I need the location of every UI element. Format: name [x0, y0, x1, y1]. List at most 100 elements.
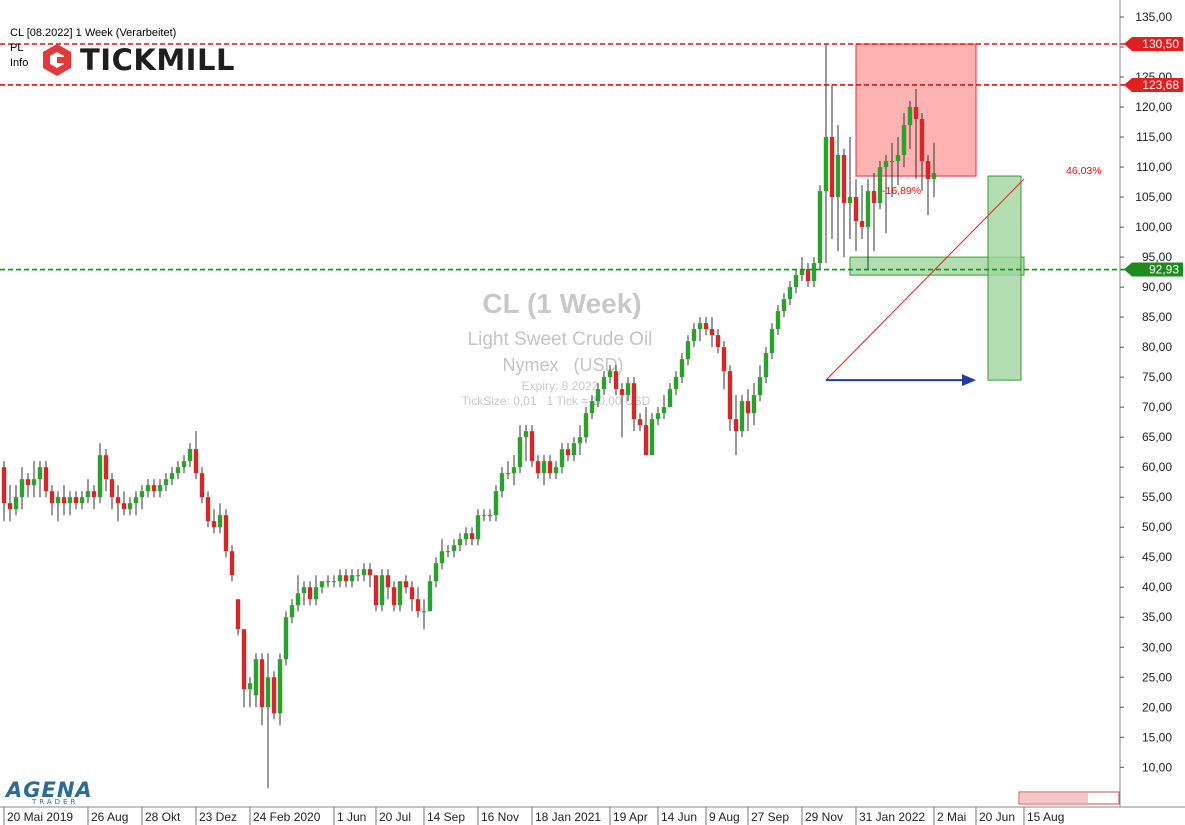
candle-body [181, 461, 187, 468]
x-tick-label: 15 Aug [1027, 810, 1064, 824]
x-tick-label: 23 Dez [199, 810, 237, 824]
candle-body [595, 389, 601, 402]
candle-body [205, 497, 211, 522]
candle-body [7, 503, 13, 510]
y-tick-label: 90,00 [1142, 280, 1172, 294]
x-tick-label: 20 Jul [379, 810, 411, 824]
candle-body [433, 563, 439, 582]
candle-body [517, 437, 523, 468]
candle-body [187, 449, 193, 462]
candle-body [349, 575, 355, 582]
candle-body [397, 581, 403, 606]
y-tick-label: 100,00 [1135, 220, 1172, 234]
candle-body [739, 401, 745, 432]
candle-body [109, 479, 115, 498]
candle-body [85, 491, 91, 498]
candle-body [571, 443, 577, 456]
candle-body [799, 269, 805, 276]
tickmill-logo: TICKMILL [40, 42, 235, 78]
candle-body [793, 275, 799, 288]
candle-body [121, 503, 127, 510]
trend-line [825, 178, 1025, 381]
info-label[interactable]: Info [10, 57, 29, 69]
candle-body [697, 323, 703, 330]
candle-body [67, 497, 73, 504]
candle-body [487, 515, 493, 517]
candle-body [835, 155, 841, 198]
y-tick-label: 80,00 [1142, 340, 1172, 354]
y-tick-label: 40,00 [1142, 580, 1172, 594]
candle-body [565, 449, 571, 456]
candle-body [895, 155, 901, 162]
candle-body [37, 467, 43, 480]
candle-body [877, 167, 883, 204]
y-tick-label: 20,00 [1142, 700, 1172, 714]
agena-name: AGENA [6, 778, 93, 802]
candle-body [457, 539, 463, 546]
y-tick-label: 135,00 [1135, 10, 1172, 24]
candle-body [277, 659, 283, 714]
y-tick-label: 45,00 [1142, 550, 1172, 564]
candle-body [751, 395, 757, 414]
watermark: CL (1 Week) Light Sweet Crude Oil Nymex … [462, 288, 653, 408]
candle-body [781, 299, 787, 312]
candle-body [253, 659, 259, 696]
candle-body [493, 491, 499, 516]
candle-body [919, 119, 925, 162]
candle-body [385, 575, 391, 588]
candle-body [763, 353, 769, 378]
candle-body [343, 575, 349, 582]
candle-body [31, 479, 37, 486]
candle-body [469, 533, 475, 540]
level-badge [1124, 77, 1183, 92]
candle-body [169, 473, 175, 480]
watermark-exchange: Nymex (USD) [503, 355, 624, 375]
watermark-expiry: Expiry: 8.2022 [522, 379, 599, 393]
candle-body [925, 161, 931, 180]
candle-body [313, 587, 319, 600]
y-tick-label: 95,00 [1142, 250, 1172, 264]
candle-body [43, 467, 49, 492]
x-axis-band [0, 807, 1185, 825]
candle-body [841, 155, 847, 204]
candle-body [745, 401, 751, 414]
candle-body [643, 425, 649, 456]
support-zone-1 [849, 256, 1025, 276]
candle-body [337, 575, 343, 582]
x-tick-label: 2 Mai [937, 810, 966, 824]
candle-body [661, 407, 667, 414]
x-tick-label: 14 Sep [427, 810, 465, 824]
candle-body [589, 401, 595, 414]
candle-body [439, 551, 445, 564]
candle-body [379, 575, 385, 606]
candle-body [451, 545, 457, 552]
scroll-indicator[interactable] [1018, 791, 1120, 805]
tickmill-hexagon-icon [43, 44, 71, 76]
candle-body [757, 377, 763, 396]
candle-body [151, 485, 157, 492]
candle-body [889, 161, 895, 163]
y-tick-label: 55,00 [1142, 490, 1172, 504]
y-tick-label: 70,00 [1142, 400, 1172, 414]
x-tick-label: 28 Okt [145, 810, 181, 824]
target-arrow-head [962, 374, 976, 387]
candle-body [541, 461, 547, 474]
candle-body [547, 461, 553, 474]
candle-body [229, 551, 235, 576]
agena-sub: TRADER [32, 798, 79, 806]
candle-body [295, 593, 301, 606]
candle-body [607, 371, 613, 378]
x-tick-label: 20 Mai 2019 [7, 810, 73, 824]
candle-body [199, 473, 205, 498]
candle-body [373, 575, 379, 606]
pct-left-label: -16,89% [882, 185, 921, 197]
watermark-title: CL (1 Week) [482, 288, 641, 319]
candle-body [631, 383, 637, 420]
candle-body [61, 497, 67, 504]
candle-body [265, 677, 271, 708]
candle-body [511, 467, 517, 474]
candle-body [217, 515, 223, 528]
level-badge [1124, 37, 1183, 52]
candle-body [553, 467, 559, 474]
